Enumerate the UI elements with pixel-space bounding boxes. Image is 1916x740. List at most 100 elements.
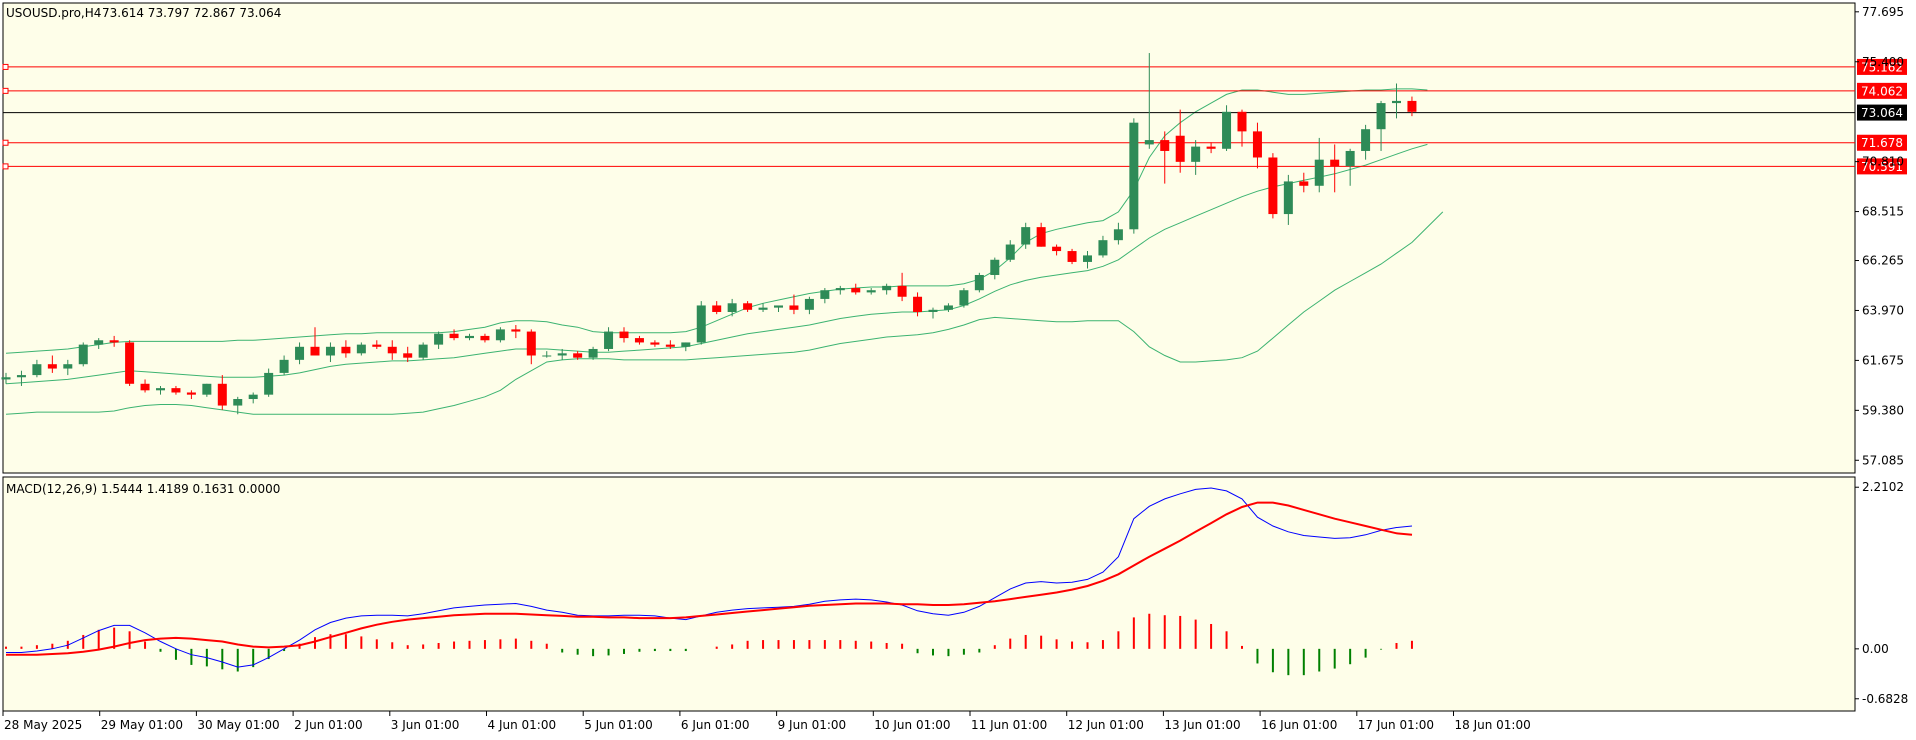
time-tick-label: 28 May 2025 bbox=[4, 718, 82, 732]
candle-bull bbox=[465, 335, 474, 339]
time-tick-label: 4 Jun 01:00 bbox=[488, 718, 557, 732]
horizontal-levels: 75.162 74.062 71.678 70.591 73.064 bbox=[2, 58, 1907, 175]
price-axis: 77.695 75.400 70.810 68.515 66.265 63.970 61.6… bbox=[1855, 5, 1904, 467]
time-tick-label: 11 Jun 01:00 bbox=[971, 718, 1047, 732]
candle-bear bbox=[1160, 140, 1170, 151]
candle-bear bbox=[1175, 135, 1185, 162]
candle-bear bbox=[1237, 111, 1247, 132]
candle-bull bbox=[604, 331, 614, 349]
candle-bull bbox=[835, 288, 845, 291]
macd-tick-label: -0.6828 bbox=[1862, 692, 1908, 706]
candle-bear bbox=[650, 342, 660, 345]
candle-bull bbox=[974, 274, 984, 291]
candle-bear bbox=[1052, 246, 1062, 252]
candle-bull bbox=[1392, 100, 1401, 104]
candle-bear bbox=[171, 388, 181, 393]
candle-bear bbox=[511, 329, 521, 332]
candle-bear bbox=[1407, 100, 1417, 112]
candle-bull bbox=[1222, 111, 1232, 149]
candle-bull bbox=[557, 353, 567, 356]
level-tag bbox=[1857, 158, 1907, 175]
macd-indicator bbox=[5, 487, 1413, 676]
level-tag-label: 70.591 bbox=[1861, 160, 1903, 174]
level-handle bbox=[2, 63, 9, 70]
candle-bear bbox=[1036, 227, 1046, 247]
candle-bear bbox=[712, 305, 722, 312]
candle-bear bbox=[372, 344, 382, 347]
candle-bull bbox=[94, 340, 104, 345]
candle-bear bbox=[125, 342, 135, 384]
candle-bear bbox=[1330, 159, 1340, 167]
candle-bull bbox=[264, 372, 274, 395]
candle-bear bbox=[573, 353, 583, 358]
price-tick-label: 68.515 bbox=[1862, 205, 1904, 219]
candle-bull bbox=[1098, 240, 1108, 256]
level-tag-label: 71.678 bbox=[1861, 136, 1903, 150]
time-tick-label: 3 Jun 01:00 bbox=[391, 718, 460, 732]
candle-bull bbox=[32, 364, 42, 376]
price-panel[interactable] bbox=[2, 2, 1856, 474]
bollinger-bands bbox=[5, 88, 1444, 415]
candle-bear bbox=[743, 303, 753, 310]
macd-panel[interactable] bbox=[2, 476, 1856, 712]
candle-bear bbox=[47, 364, 57, 369]
time-tick-label: 5 Jun 01:00 bbox=[584, 718, 653, 732]
candle-bull bbox=[727, 303, 737, 312]
candle-bull bbox=[866, 290, 876, 293]
level-tag-label: 74.062 bbox=[1861, 84, 1903, 98]
candle-bull bbox=[588, 348, 598, 358]
candle-bear bbox=[913, 296, 923, 312]
candle-bull bbox=[1113, 229, 1123, 241]
price-tick-label: 75.400 bbox=[1862, 55, 1904, 69]
price-tick-label: 77.695 bbox=[1862, 5, 1904, 19]
candle-bull bbox=[418, 344, 428, 358]
candle-bull bbox=[434, 333, 444, 345]
candle-bear bbox=[1206, 146, 1216, 149]
candle-bull bbox=[696, 305, 706, 343]
time-tick-label: 6 Jun 01:00 bbox=[681, 718, 750, 732]
price-tick-label: 63.970 bbox=[1862, 303, 1904, 317]
time-tick-label: 29 May 01:00 bbox=[101, 718, 183, 732]
current-price-tag bbox=[1857, 104, 1907, 121]
candle-bull bbox=[233, 399, 243, 406]
time-tick-label: 16 Jun 01:00 bbox=[1261, 718, 1337, 732]
level-handle bbox=[2, 139, 9, 146]
candle-bear bbox=[140, 383, 150, 391]
candle-bull bbox=[156, 388, 165, 391]
candle-bear bbox=[109, 340, 119, 343]
signal-line bbox=[6, 501, 1413, 656]
candle-bear bbox=[1252, 131, 1262, 158]
time-tick-label: 9 Jun 01:00 bbox=[778, 718, 847, 732]
level-tag bbox=[1857, 134, 1907, 151]
candle-bull bbox=[356, 344, 366, 354]
candle-bull bbox=[495, 329, 505, 341]
candle-bear bbox=[186, 392, 196, 395]
candle-bull bbox=[1129, 122, 1139, 230]
candle-bear bbox=[1299, 181, 1309, 186]
candle-bear bbox=[217, 383, 227, 406]
candle-bear bbox=[403, 353, 413, 358]
candle-bull bbox=[990, 259, 1000, 275]
candle-bull bbox=[1, 377, 11, 380]
candle-bull bbox=[63, 364, 73, 369]
time-tick-label: 13 Jun 01:00 bbox=[1164, 718, 1240, 732]
level-handle bbox=[2, 163, 9, 170]
candle-bull bbox=[943, 305, 953, 310]
candle-bull bbox=[820, 290, 830, 299]
candle-bear bbox=[480, 335, 490, 341]
level-tag bbox=[1857, 82, 1907, 99]
candle-bull bbox=[1361, 129, 1371, 151]
macd-tick-label: 2.2102 bbox=[1862, 480, 1904, 494]
time-tick-label: 30 May 01:00 bbox=[197, 718, 279, 732]
candle-bull bbox=[1005, 244, 1015, 260]
candle-bear bbox=[526, 331, 536, 356]
candle-bull bbox=[681, 342, 691, 347]
current-price-label: 73.064 bbox=[1861, 106, 1903, 120]
candle-bear bbox=[789, 305, 799, 310]
level-handle bbox=[2, 87, 9, 94]
candle-bull bbox=[1314, 159, 1324, 186]
band-middle bbox=[5, 143, 1428, 385]
candle-bear bbox=[387, 346, 397, 354]
candle-bull bbox=[1283, 181, 1293, 215]
